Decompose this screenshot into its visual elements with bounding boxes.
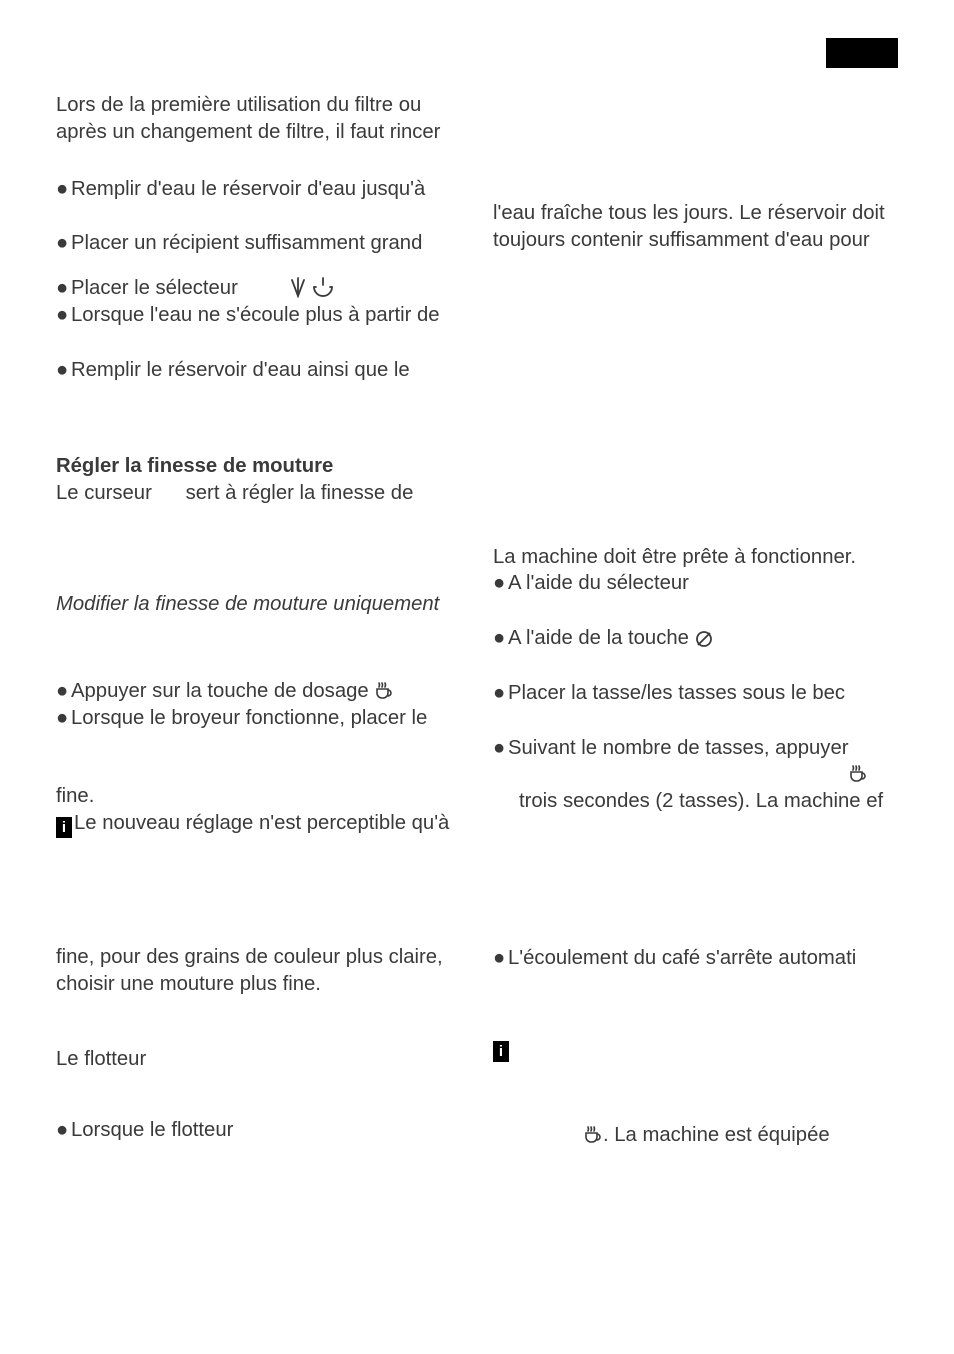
bullet-dot: ● xyxy=(56,302,71,329)
bullet-dot: ● xyxy=(493,945,508,972)
bullet-dot: ● xyxy=(56,705,71,732)
info-line: i xyxy=(493,1034,896,1062)
info-icon: i xyxy=(56,817,72,838)
text: Lors de la première utilisation du filtr… xyxy=(56,94,421,116)
bullet-item: ● Remplir le réservoir d'eau ainsi que l… xyxy=(56,357,459,384)
text: Placer le sélecteur xyxy=(71,277,238,299)
text: La machine doit être prête à fonctionner… xyxy=(493,544,896,571)
bullet-text: Lorsque le flotteur xyxy=(71,1117,459,1144)
bullet-text: Lorsque le broyeur fonctionne, placer le xyxy=(71,705,459,732)
text: Le curseur xyxy=(56,482,152,504)
bullet-text: Placer la tasse/les tasses sous le bec xyxy=(508,680,896,707)
bullet-text: Lorsque l'eau ne s'écoule plus à partir … xyxy=(71,302,459,329)
text: choisir une mouture plus fine. xyxy=(56,971,459,998)
text: sert à régler la finesse de xyxy=(186,482,414,504)
bullet-item: ● A l'aide du sélecteur xyxy=(493,570,896,597)
bullet-item: ● Lorsque le broyeur fonctionne, placer … xyxy=(56,705,459,732)
right-column: l'eau fraîche tous les jours. Le réservo… xyxy=(493,92,896,1149)
text: Suivant le nombre de tasses, appuyer xyxy=(508,737,848,759)
bullet-dot: ● xyxy=(56,230,71,257)
info-icon: i xyxy=(493,1041,509,1062)
bullet-text: Appuyer sur la touche de dosage xyxy=(71,678,459,705)
bullet-dot: ● xyxy=(493,625,508,652)
bullet-item: ● Placer le sélecteur xyxy=(56,275,459,302)
section-heading: Régler la finesse de mouture xyxy=(56,453,459,480)
text: Appuyer sur la touche de dosage xyxy=(71,680,369,702)
bullet-text: Remplir le réservoir d'eau ainsi que le xyxy=(71,357,459,384)
bullet-item: ● Remplir d'eau le réservoir d'eau jusqu… xyxy=(56,176,459,203)
steam-icon xyxy=(312,276,334,298)
bullet-item: ● Appuyer sur la touche de dosage xyxy=(56,678,459,705)
language-tab xyxy=(826,38,898,68)
cup-icon xyxy=(848,764,868,784)
bullet-item: ● Placer la tasse/les tasses sous le bec xyxy=(493,680,896,707)
info-line: iLe nouveau réglage n'est perceptible qu… xyxy=(56,810,459,838)
bullet-item: ● Suivant le nombre de tasses, appuyer xyxy=(493,735,896,789)
text-line: . La machine est équipée xyxy=(493,1122,896,1149)
bullet-dot: ● xyxy=(56,176,71,203)
indented-text: trois secondes (2 tasses). La machine ef xyxy=(493,788,896,815)
text: toujours contenir suffisamment d'eau pou… xyxy=(493,227,896,254)
bullet-text: Placer un récipient suffisamment grand xyxy=(71,230,459,257)
text: A l'aide de la touche xyxy=(508,627,689,649)
bullet-dot: ● xyxy=(56,275,71,302)
strength-icon xyxy=(695,630,713,648)
bullet-item: ● L'écoulement du café s'arrête automati xyxy=(493,945,896,972)
cup-icon xyxy=(374,681,394,701)
bullet-text: Suivant le nombre de tasses, appuyer xyxy=(508,735,896,789)
text: fine, pour des grains de couleur plus cl… xyxy=(56,944,459,971)
bullet-dot: ● xyxy=(493,570,508,597)
bullet-dot: ● xyxy=(56,357,71,384)
bullet-text: Placer le sélecteur xyxy=(71,275,459,302)
bullet-dot: ● xyxy=(493,735,508,789)
text: Le curseur sert à régler la finesse de xyxy=(56,480,459,507)
bullet-text: A l'aide du sélecteur xyxy=(508,570,896,597)
bullet-text: Remplir d'eau le réservoir d'eau jusqu'à xyxy=(71,176,459,203)
text: . La machine est équipée xyxy=(603,1124,830,1146)
hot-water-icon xyxy=(289,276,307,298)
bullet-item: ● Placer un récipient suffisamment grand xyxy=(56,230,459,257)
text: Le nouveau réglage n'est perceptible qu'… xyxy=(74,812,449,834)
bullet-dot: ● xyxy=(56,678,71,705)
left-column: Lors de la première utilisation du filtr… xyxy=(56,92,459,1149)
bullet-item: ● A l'aide de la touche xyxy=(493,625,896,652)
paragraph: Lors de la première utilisation du filtr… xyxy=(56,92,459,146)
text: fine. xyxy=(56,783,459,810)
bullet-dot: ● xyxy=(493,680,508,707)
text: Le flotteur xyxy=(56,1046,459,1073)
bullet-item: ● Lorsque le flotteur xyxy=(56,1117,459,1144)
bullet-text: A l'aide de la touche xyxy=(508,625,896,652)
text: après un changement de filtre, il faut r… xyxy=(56,121,440,143)
bullet-text: L'écoulement du café s'arrête automati xyxy=(508,945,896,972)
text: l'eau fraîche tous les jours. Le réservo… xyxy=(493,200,896,227)
bullet-dot: ● xyxy=(56,1117,71,1144)
bullet-item: ● Lorsque l'eau ne s'écoule plus à parti… xyxy=(56,302,459,329)
cup-icon xyxy=(583,1125,603,1145)
italic-text: Modifier la finesse de mouture uniquemen… xyxy=(56,591,459,618)
